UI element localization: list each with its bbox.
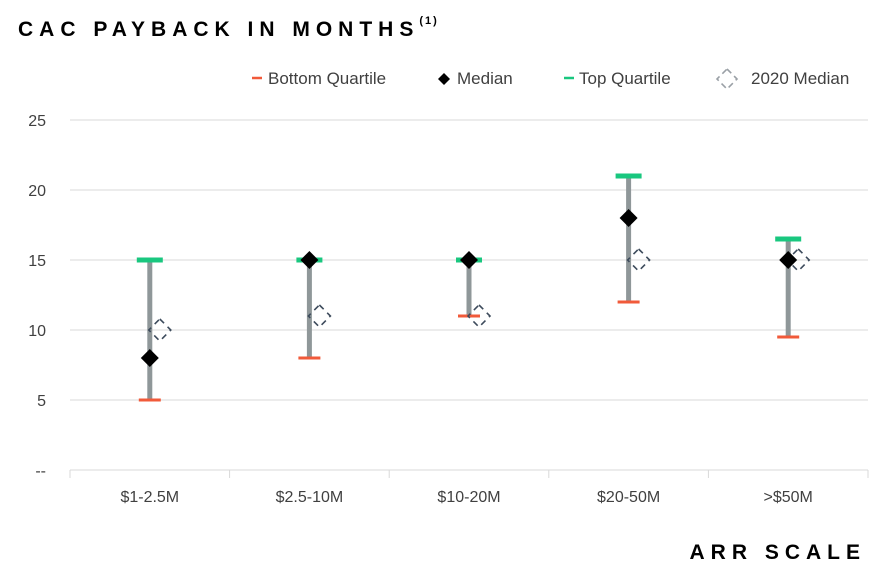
y-tick-label: 5 [37, 393, 46, 410]
legend-bottom-quartile-label: Bottom Quartile [268, 69, 386, 88]
x-axis-title: ARR SCALE [689, 541, 866, 564]
chart-title: CAC PAYBACK IN MONTHS(1) [18, 15, 439, 42]
median-marker [300, 251, 319, 269]
median-marker [140, 349, 159, 367]
legend-median-label: Median [457, 69, 513, 88]
legend-2020-median-label: 2020 Median [751, 69, 849, 88]
x-tick-label: $1-2.5M [120, 489, 179, 506]
y-tick-label: 25 [28, 113, 46, 130]
median-marker [460, 251, 478, 269]
chart-title-footnote: (1) [419, 15, 439, 27]
y-tick-label: -- [35, 463, 46, 480]
legend-median-swatch [438, 73, 450, 85]
chart-title-text: CAC PAYBACK IN MONTHS [18, 18, 420, 41]
x-tick-label: $20-50M [597, 489, 660, 506]
median-marker [779, 251, 798, 269]
legend-top-quartile-label: Top Quartile [579, 69, 671, 88]
x-tick-label: $10-20M [437, 489, 500, 506]
x-tick-label: $2.5-10M [276, 489, 344, 506]
y-tick-label: 15 [28, 253, 46, 270]
x-tick-label: >$50M [764, 489, 813, 506]
y-tick-label: 20 [28, 183, 46, 200]
legend-2020-median-swatch [715, 67, 739, 91]
y-tick-label: 10 [28, 323, 46, 340]
median-marker [619, 209, 638, 227]
